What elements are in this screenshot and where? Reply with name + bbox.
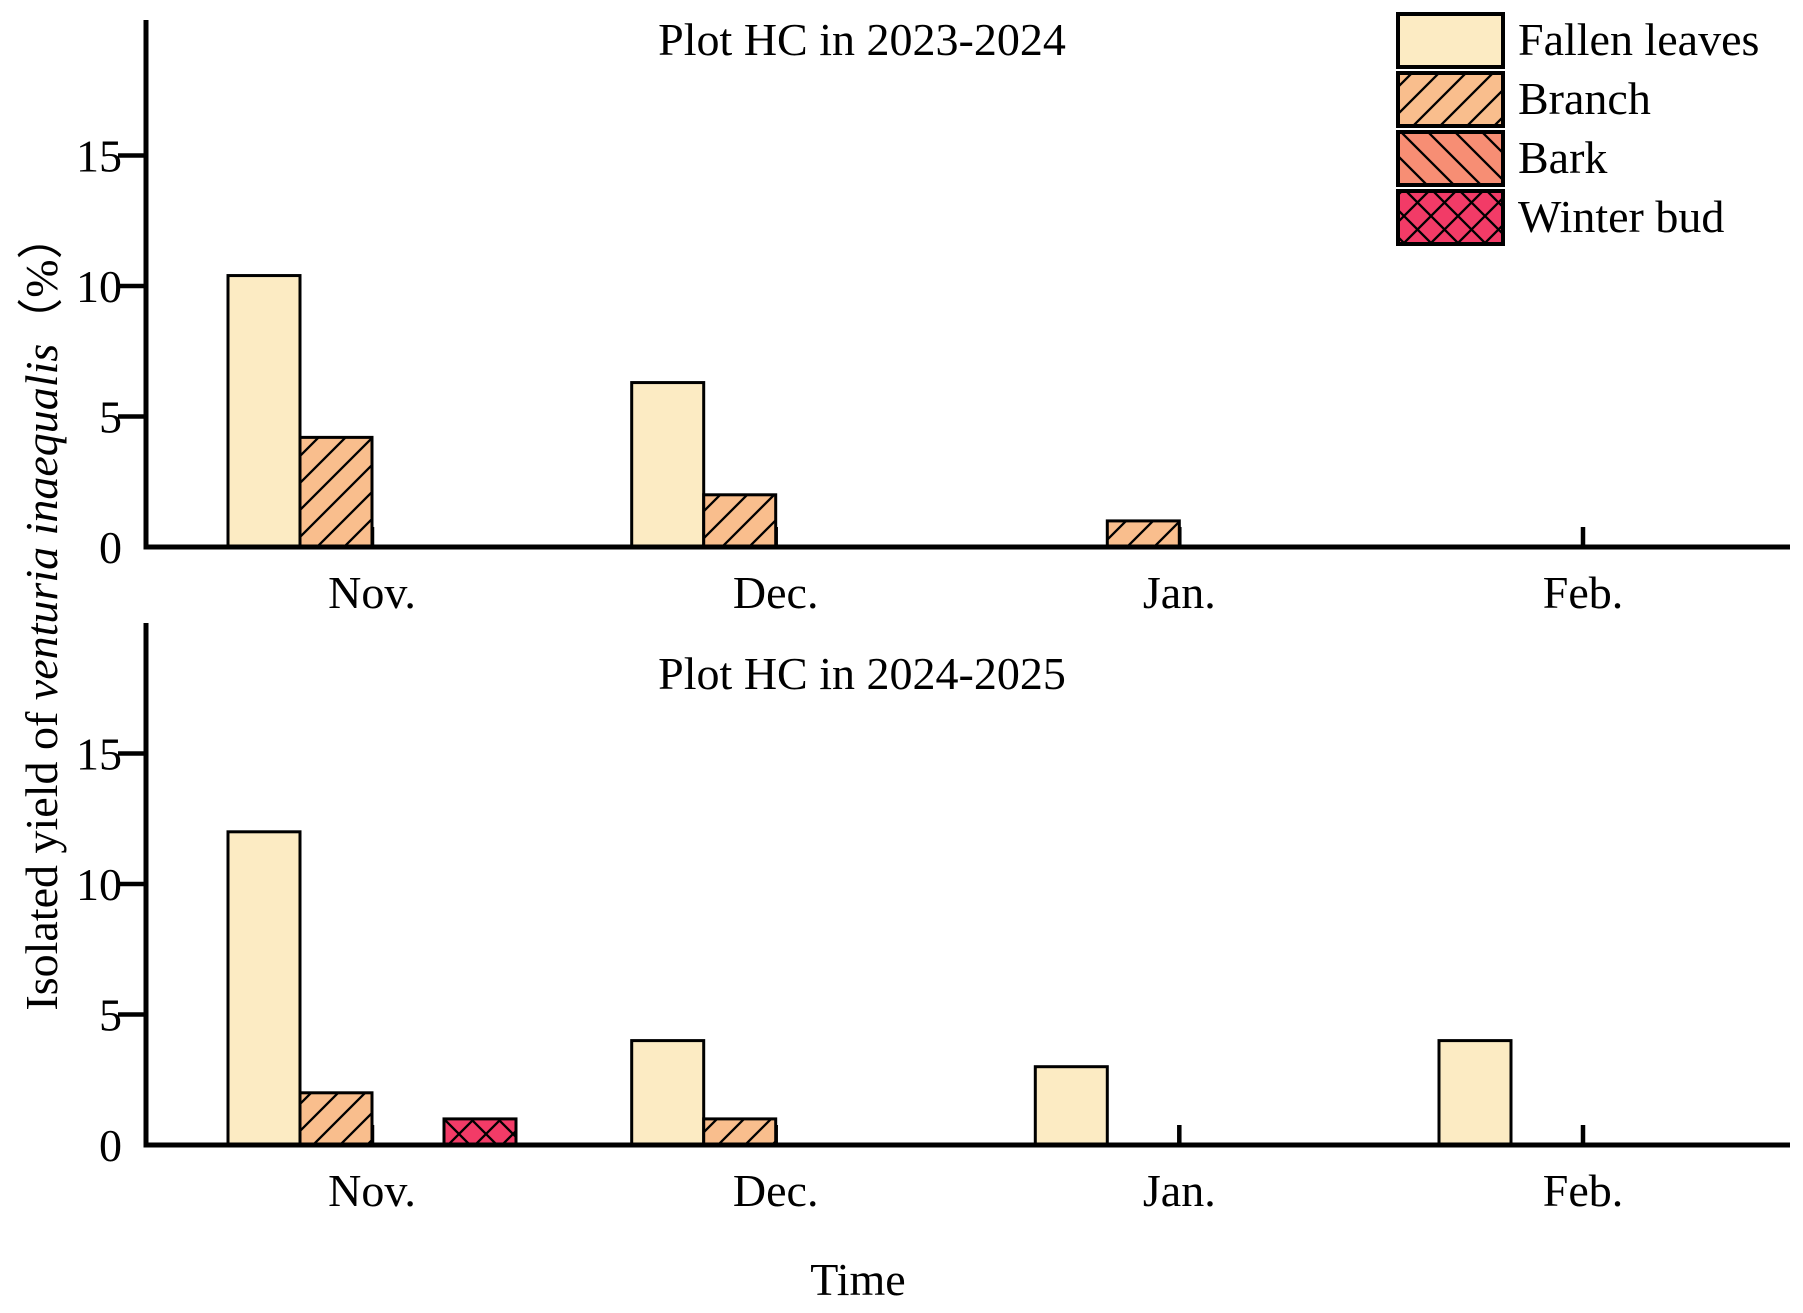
legend-swatch-hatch <box>1398 191 1503 244</box>
bar-branch-Dec. <box>702 1117 778 1147</box>
y-tick-label: 5 <box>99 990 122 1041</box>
bar-fallen-leaves-Nov. <box>226 274 302 549</box>
y-axis-title-species: venturia inaequalis <box>16 343 67 701</box>
x-tick-label: Dec. <box>733 1165 819 1216</box>
y-tick-label: 10 <box>76 859 122 910</box>
x-tick-label: Dec. <box>733 567 819 618</box>
legend-label-fallen-leaves: Fallen leaves <box>1518 14 1760 65</box>
y-tick-label: 15 <box>76 729 122 780</box>
bar-fallen-leaves-Feb. <box>1437 1039 1513 1147</box>
bar-branch-Nov. <box>298 1091 374 1147</box>
y-tick-label: 0 <box>99 522 122 573</box>
y-axis-title-unit: （%） <box>16 213 67 344</box>
legend-label-bark: Bark <box>1518 132 1608 183</box>
x-tick-label: Feb. <box>1543 1165 1624 1216</box>
legend-swatch-fill <box>1398 14 1503 67</box>
bar-hatch <box>300 1092 372 1145</box>
bar-hatch <box>444 1118 516 1145</box>
x-tick-label: Nov. <box>328 567 416 618</box>
x-tick-label: Jan. <box>1143 1165 1216 1216</box>
bar-branch-Dec. <box>702 493 778 549</box>
x-tick-label: Feb. <box>1543 567 1624 618</box>
bar-branch-Nov. <box>298 435 374 549</box>
legend-swatch-hatch <box>1398 73 1503 126</box>
axes-spines <box>143 20 1790 550</box>
bar-hatch <box>703 494 776 547</box>
bar-hatch <box>703 1118 776 1145</box>
legend-swatch-edge <box>1396 12 1505 69</box>
bar-fallen-leaves-Nov. <box>226 830 302 1147</box>
y-axis-title: Isolated yield of venturia inaequalis（%） <box>16 213 67 1011</box>
legend-swatch-hatch <box>1398 132 1503 185</box>
y-tick-label: 15 <box>76 131 122 182</box>
y-tick-label: 5 <box>99 392 122 443</box>
bar-fill <box>631 1040 704 1145</box>
bar-branch-Jan. <box>1105 519 1181 549</box>
legend-swatch-edge <box>1396 189 1505 246</box>
plot-area: 0 5 10 15 Nov. Dec. Jan. Feb. 0 5 10 15 Nov. Dec. Jan.… <box>76 12 1790 1216</box>
x-tick-label: Nov. <box>328 1165 416 1216</box>
x-axis-title: Time <box>810 1254 906 1305</box>
bar-fill <box>631 382 704 547</box>
bar-hatch <box>1107 520 1180 547</box>
legend-swatch-edge <box>1396 71 1505 128</box>
bar-fill <box>1035 1066 1108 1145</box>
y-tick-label: 0 <box>99 1120 122 1171</box>
legend-swatch-edge <box>1396 130 1505 187</box>
y-axis-title-prefix: Isolated yield of <box>16 700 67 1011</box>
legend-swatch-winter-bud <box>1396 189 1505 246</box>
panel-2: 0 5 10 15 Nov. Dec. Jan. Feb. <box>76 623 1790 1216</box>
bar-fill <box>1439 1040 1511 1145</box>
bar-fill <box>228 831 300 1145</box>
legend-swatch-fallen-leaves <box>1396 12 1505 69</box>
legend-swatch-bark <box>1396 130 1505 187</box>
legend <box>1396 12 1505 246</box>
bar-winter-bud-Nov. <box>442 1117 518 1147</box>
bar-fallen-leaves-Dec. <box>630 1039 706 1147</box>
axes-spines <box>143 623 1790 1148</box>
bar-fallen-leaves-Dec. <box>630 381 706 549</box>
legend-label-branch: Branch <box>1518 73 1651 124</box>
x-tick-label: Jan. <box>1143 567 1216 618</box>
panel1-title: Plot HC in 2023-2024 <box>658 14 1066 65</box>
bar-hatch <box>300 437 372 547</box>
bar-fill <box>228 275 300 547</box>
panel2-title: Plot HC in 2024-2025 <box>658 648 1066 699</box>
y-tick-label: 10 <box>76 261 122 312</box>
legend-label-winter-bud: Winter bud <box>1518 191 1725 242</box>
bar-fallen-leaves-Jan. <box>1033 1065 1109 1147</box>
panel-1: 0 5 10 15 Nov. Dec. Jan. Feb. <box>76 20 1790 618</box>
legend-swatch-branch <box>1396 71 1505 128</box>
